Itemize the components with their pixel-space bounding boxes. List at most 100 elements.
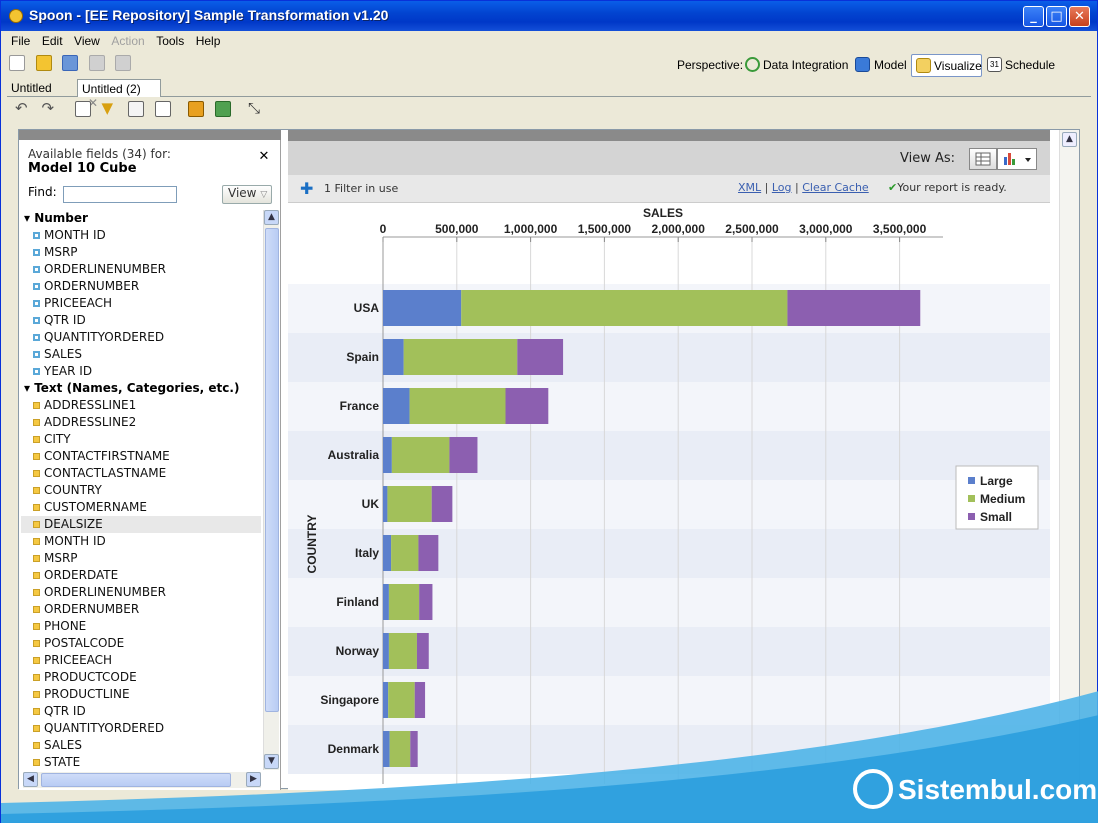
text-field-icon [33, 470, 40, 477]
field-list-icon[interactable] [75, 101, 91, 117]
properties-icon[interactable] [128, 101, 144, 117]
resize-axis-icon[interactable]: ⤡ [248, 99, 261, 117]
editor-tabs: Untitled Untitled (2) ✕ [7, 79, 1091, 110]
field-item[interactable]: QTR ID [21, 703, 261, 720]
field-item[interactable]: ADDRESSLINE2 [21, 414, 261, 431]
close-button[interactable]: ✕ [1069, 6, 1090, 27]
field-item[interactable]: MONTH ID [21, 533, 261, 550]
field-item[interactable]: CONTACTFIRSTNAME [21, 448, 261, 465]
save-as-icon[interactable] [115, 55, 131, 71]
field-item[interactable]: PRICEEACH [21, 652, 261, 669]
field-item[interactable]: STATE [21, 754, 261, 770]
panel-header-bar [19, 130, 281, 140]
field-item[interactable]: QTR ID [21, 312, 261, 329]
field-list-vertical-scrollbar[interactable]: ▲ ▼ [263, 210, 279, 770]
add-filter-icon[interactable]: ✚ [300, 179, 314, 198]
redo-icon[interactable]: ↷ [41, 99, 55, 117]
scroll-thumb[interactable] [265, 228, 279, 712]
field-item[interactable]: ORDERLINENUMBER [21, 584, 261, 601]
menu-help[interactable]: Help [195, 34, 221, 48]
field-group-header[interactable]: ▾ Text (Names, Categories, etc.) [24, 381, 240, 395]
field-item[interactable]: PRODUCTLINE [21, 686, 261, 703]
field-item[interactable]: ORDERDATE [21, 567, 261, 584]
swap-axes-icon[interactable] [214, 101, 231, 117]
bar-segment-medium [388, 584, 420, 620]
scroll-up-button[interactable]: ▲ [264, 210, 279, 225]
view-as-bar: View As: [288, 141, 1050, 175]
report-vertical-scrollbar[interactable]: ▲ [1059, 130, 1079, 790]
field-item[interactable]: ORDERLINENUMBER [21, 261, 261, 278]
layout-icon[interactable] [154, 101, 171, 117]
perspective-data-integration[interactable]: Data Integration [763, 58, 849, 72]
bar-segment-small [431, 486, 453, 522]
title-bar[interactable]: Spoon - [EE Repository] Sample Transform… [1, 1, 1097, 31]
field-group-header[interactable]: ▾ Number [24, 211, 88, 225]
maximize-button[interactable]: □ [1046, 6, 1067, 27]
field-item[interactable]: QUANTITYORDERED [21, 329, 261, 346]
scroll-left-button[interactable]: ◀ [23, 772, 38, 787]
menu-edit[interactable]: Edit [41, 34, 63, 48]
field-item[interactable]: SALES [21, 346, 261, 363]
field-item[interactable]: PRODUCTCODE [21, 669, 261, 686]
text-field-icon [33, 572, 40, 579]
field-item[interactable]: MSRP [21, 244, 261, 261]
log-link[interactable]: Log [771, 181, 792, 194]
x-tick-label: 1,000,000 [504, 222, 558, 236]
field-item[interactable]: CUSTOMERNAME [21, 499, 261, 516]
report-scroll-up-button[interactable]: ▲ [1062, 132, 1077, 147]
cube-icon[interactable] [188, 101, 204, 117]
open-folder-icon[interactable] [35, 55, 52, 71]
category-label: UK [362, 497, 380, 511]
perspective-visualize-button[interactable]: Visualize [911, 54, 982, 77]
close-panel-icon[interactable]: ✕ [258, 149, 270, 164]
filter-icon[interactable]: ▼ [101, 99, 114, 117]
h-scroll-thumb[interactable] [41, 773, 231, 787]
xml-link[interactable]: XML [738, 181, 762, 194]
scroll-right-button[interactable]: ▶ [246, 772, 261, 787]
menu-bar: File Edit View Action Tools Help [3, 34, 220, 52]
undo-icon[interactable]: ↶ [15, 99, 28, 117]
field-item[interactable]: CONTACTLASTNAME [21, 465, 261, 482]
report-panel: View As: ✚ 1 Filter in use XML | Log | C… [288, 130, 1050, 790]
tab-close-icon[interactable]: ✕ [88, 96, 99, 110]
field-item[interactable]: PRICEEACH [21, 295, 261, 312]
menu-view[interactable]: View [74, 34, 100, 48]
view-dropdown-button[interactable]: View ▽ [222, 185, 272, 204]
new-file-icon[interactable] [9, 55, 25, 71]
perspective-schedule[interactable]: Schedule [1005, 58, 1056, 72]
clear-cache-link[interactable]: Clear Cache [802, 181, 869, 194]
field-item[interactable]: POSTALCODE [21, 635, 261, 652]
scroll-down-button[interactable]: ▼ [264, 754, 279, 769]
field-item[interactable]: CITY [21, 431, 261, 448]
field-item[interactable]: SALES [21, 737, 261, 754]
tab-untitled[interactable]: Untitled [11, 81, 52, 95]
field-item[interactable]: YEAR ID [21, 363, 261, 380]
chart-view-button[interactable] [997, 148, 1037, 170]
field-item[interactable]: MONTH ID [21, 227, 261, 244]
field-item[interactable]: ORDERNUMBER [21, 601, 261, 618]
field-label: SALES [44, 347, 82, 361]
field-item[interactable]: ORDERNUMBER [21, 278, 261, 295]
save-icon[interactable] [88, 55, 105, 71]
explore-repository-icon[interactable] [62, 55, 78, 71]
watermark-banner: Sistembul.com [1, 691, 1098, 823]
perspective-model[interactable]: Model [874, 58, 907, 72]
table-view-button[interactable] [969, 148, 997, 170]
field-item[interactable]: COUNTRY [21, 482, 261, 499]
field-item[interactable]: DEALSIZE [21, 516, 261, 533]
menu-file[interactable]: File [11, 34, 31, 48]
minimize-button[interactable]: _ [1023, 6, 1044, 27]
field-list-horizontal-scrollbar[interactable]: ◀ ▶ [23, 772, 261, 788]
text-field-icon [33, 657, 40, 664]
field-label: PRODUCTCODE [44, 670, 137, 684]
text-field-icon [33, 453, 40, 460]
text-field-icon [33, 402, 40, 409]
find-input[interactable] [63, 186, 177, 203]
menu-tools[interactable]: Tools [156, 34, 185, 48]
field-item[interactable]: QUANTITYORDERED [21, 720, 261, 737]
report-links: XML | Log | Clear Cache [738, 181, 869, 194]
tab-untitled-2[interactable]: Untitled (2) ✕ [77, 79, 161, 110]
field-item[interactable]: MSRP [21, 550, 261, 567]
field-item[interactable]: ADDRESSLINE1 [21, 397, 261, 414]
field-item[interactable]: PHONE [21, 618, 261, 635]
